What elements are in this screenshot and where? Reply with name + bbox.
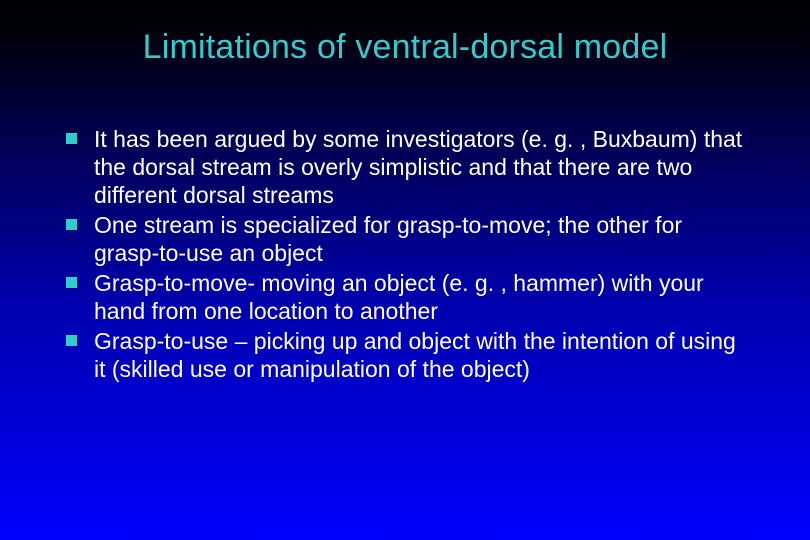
- list-item: Grasp-to-use – picking up and object wit…: [60, 327, 750, 383]
- list-item: Grasp-to-move- moving an object (e. g. ,…: [60, 269, 750, 325]
- bullet-list: It has been argued by some investigators…: [60, 125, 750, 383]
- slide: Limitations of ventral-dorsal model It h…: [0, 0, 810, 540]
- bullet-text: It has been argued by some investigators…: [94, 126, 742, 208]
- slide-title: Limitations of ventral-dorsal model: [0, 0, 810, 75]
- bullet-text: Grasp-to-use – picking up and object wit…: [94, 328, 736, 382]
- bullet-text: Grasp-to-move- moving an object (e. g. ,…: [94, 270, 704, 324]
- slide-body: It has been argued by some investigators…: [0, 75, 810, 383]
- list-item: It has been argued by some investigators…: [60, 125, 750, 209]
- bullet-text: One stream is specialized for grasp-to-m…: [94, 212, 682, 266]
- list-item: One stream is specialized for grasp-to-m…: [60, 211, 750, 267]
